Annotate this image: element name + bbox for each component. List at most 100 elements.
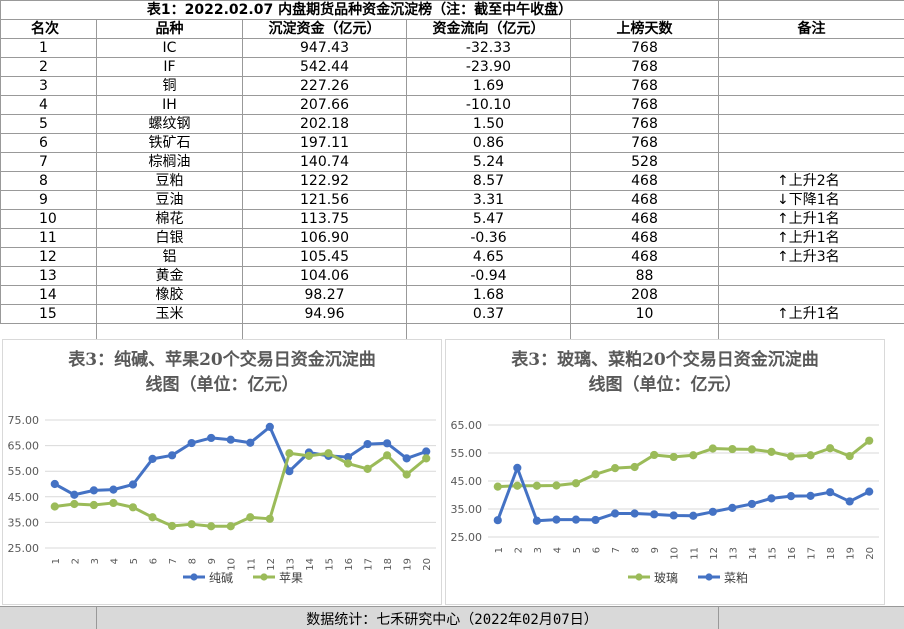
table-cell: 3.31 bbox=[407, 191, 571, 210]
table-cell: 542.44 bbox=[243, 58, 407, 77]
data-point bbox=[403, 471, 410, 478]
x-tick-label: 20 bbox=[422, 558, 433, 571]
x-tick-label: 5 bbox=[572, 547, 583, 553]
data-point bbox=[553, 482, 560, 489]
data-point bbox=[572, 516, 579, 523]
data-point bbox=[325, 450, 332, 457]
data-point bbox=[807, 452, 814, 459]
x-tick-label: 3 bbox=[533, 547, 544, 553]
table-cell: 3 bbox=[1, 77, 97, 96]
data-point bbox=[748, 500, 755, 507]
data-point bbox=[247, 439, 254, 446]
column-header: 品种 bbox=[97, 20, 243, 39]
data-point bbox=[71, 491, 78, 498]
x-tick-label: 11 bbox=[246, 558, 257, 571]
x-tick-label: 7 bbox=[168, 558, 179, 564]
table-cell: 15 bbox=[1, 305, 97, 324]
data-point bbox=[403, 455, 410, 462]
series-line bbox=[55, 427, 426, 495]
x-tick-label: 8 bbox=[631, 547, 642, 553]
data-point bbox=[827, 489, 834, 496]
x-tick-label: 17 bbox=[807, 547, 818, 560]
table-cell: -32.33 bbox=[407, 39, 571, 58]
y-tick-label: 65.00 bbox=[8, 440, 40, 453]
separator-row bbox=[0, 323, 904, 339]
column-header: 上榜天数 bbox=[571, 20, 719, 39]
table-cell: ↑上升3名 bbox=[719, 248, 904, 267]
data-point bbox=[423, 455, 430, 462]
data-point bbox=[51, 503, 58, 510]
table-cell: IC bbox=[97, 39, 243, 58]
data-point bbox=[846, 498, 853, 505]
column-header: 沉淀资金（亿元） bbox=[243, 20, 407, 39]
table-cell: 橡胶 bbox=[97, 286, 243, 305]
table-cell: 468 bbox=[571, 191, 719, 210]
x-tick-label: 1 bbox=[51, 558, 62, 564]
data-point bbox=[514, 464, 521, 471]
data-point bbox=[533, 482, 540, 489]
table-cell: 98.27 bbox=[243, 286, 407, 305]
table-cell: 94.96 bbox=[243, 305, 407, 324]
data-point bbox=[90, 501, 97, 508]
table-cell bbox=[719, 286, 904, 305]
data-point bbox=[227, 523, 234, 530]
column-header: 名次 bbox=[1, 20, 97, 39]
x-tick-label: 13 bbox=[285, 558, 296, 571]
table-cell: ↓下降1名 bbox=[719, 191, 904, 210]
table-cell bbox=[719, 153, 904, 172]
data-point bbox=[533, 517, 540, 524]
x-tick-label: 14 bbox=[748, 547, 759, 560]
table-cell: 5.47 bbox=[407, 210, 571, 229]
table-cell: 768 bbox=[571, 39, 719, 58]
x-tick-label: 14 bbox=[305, 558, 316, 571]
data-point bbox=[807, 492, 814, 499]
data-point bbox=[110, 499, 117, 506]
table-cell: 528 bbox=[571, 153, 719, 172]
data-point bbox=[729, 445, 736, 452]
table-title: 表1：2022.02.07 内盘期货品种资金沉淀榜（注：截至中午收盘） bbox=[1, 1, 719, 20]
table-cell: 106.90 bbox=[243, 229, 407, 248]
data-point bbox=[188, 521, 195, 528]
x-tick-label: 4 bbox=[109, 558, 120, 564]
x-tick-label: 9 bbox=[650, 547, 661, 553]
table-cell: ↑上升1名 bbox=[719, 305, 904, 324]
table-cell: -10.10 bbox=[407, 96, 571, 115]
data-point bbox=[670, 453, 677, 460]
x-tick-label: 17 bbox=[364, 558, 375, 571]
table-cell: 11 bbox=[1, 229, 97, 248]
x-tick-label: 19 bbox=[846, 547, 857, 560]
table-cell: 铜 bbox=[97, 77, 243, 96]
y-tick-label: 35.00 bbox=[451, 503, 483, 516]
y-tick-label: 45.00 bbox=[451, 475, 483, 488]
x-tick-label: 1 bbox=[494, 547, 505, 553]
data-point bbox=[286, 468, 293, 475]
table-cell: 1.69 bbox=[407, 77, 571, 96]
table-cell: -0.36 bbox=[407, 229, 571, 248]
table-cell: 铁矿石 bbox=[97, 134, 243, 153]
data-point bbox=[611, 465, 618, 472]
x-tick-label: 10 bbox=[670, 547, 681, 560]
data-point bbox=[690, 452, 697, 459]
legend-label: 菜粕 bbox=[724, 570, 748, 585]
x-tick-label: 2 bbox=[70, 558, 81, 564]
data-point bbox=[827, 445, 834, 452]
x-tick-label: 10 bbox=[227, 558, 238, 571]
table-cell: 227.26 bbox=[243, 77, 407, 96]
table-cell: 5.24 bbox=[407, 153, 571, 172]
data-point bbox=[266, 515, 273, 522]
data-point bbox=[494, 517, 501, 524]
data-point bbox=[384, 452, 391, 459]
table-cell: -23.90 bbox=[407, 58, 571, 77]
x-tick-label: 6 bbox=[592, 547, 603, 553]
x-tick-label: 18 bbox=[826, 547, 837, 560]
data-point bbox=[247, 514, 254, 521]
